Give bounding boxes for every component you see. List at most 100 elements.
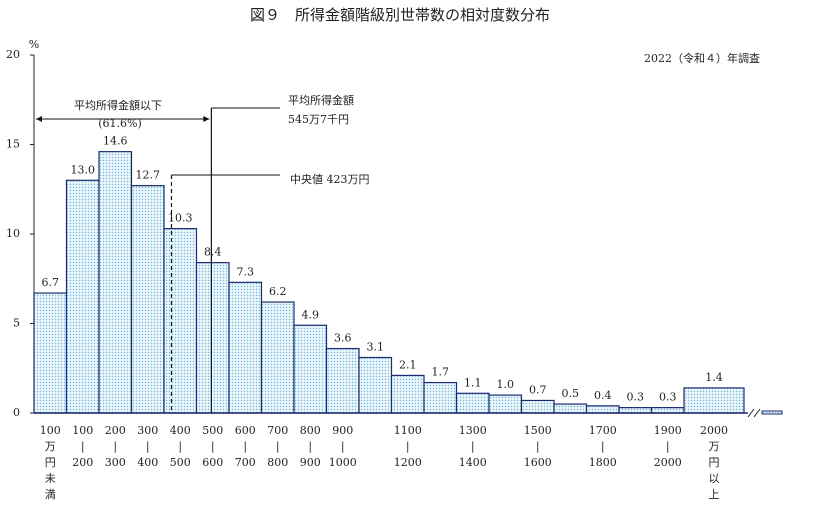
x-tick-label: 1200 <box>394 456 422 469</box>
x-tick-label: | <box>536 440 540 454</box>
x-tick-label: 300 <box>105 456 126 469</box>
x-tick-label: 900 <box>300 456 321 469</box>
axis-tail <box>761 410 783 415</box>
x-tick-label: 1500 <box>524 424 552 437</box>
value-label: 0.4 <box>594 389 612 402</box>
x-tick-label: 900 <box>332 424 353 437</box>
x-tick-label: | <box>243 440 247 454</box>
x-tick-label: 万 <box>709 440 720 453</box>
x-tick-label: | <box>81 440 85 454</box>
value-label: 13.0 <box>71 163 96 176</box>
mean-label: 平均所得金額 <box>288 93 354 107</box>
bar <box>293 324 328 414</box>
x-tick-label: 1700 <box>589 424 617 437</box>
x-tick-label: 上 <box>709 488 720 501</box>
mean-amount: 545万7千円 <box>288 113 349 126</box>
bar <box>163 228 198 414</box>
arrow-head-right <box>203 116 210 122</box>
x-tick-label: 円 <box>45 456 56 469</box>
y-tick-label: 5 <box>13 317 20 330</box>
x-tick-label: 1600 <box>524 456 552 469</box>
x-tick-label: 100 <box>72 424 93 437</box>
x-tick-label: | <box>471 440 475 454</box>
x-tick-label: 200 <box>72 456 93 469</box>
value-label: 3.1 <box>367 341 385 354</box>
value-label: 1.1 <box>464 376 482 389</box>
bar <box>683 387 745 414</box>
arrow-head-left <box>36 116 42 122</box>
x-tick-label: 以 <box>709 472 720 485</box>
chart-title: 図９ 所得金額階級別世帯数の相対度数分布 <box>250 6 550 24</box>
x-tick-label: | <box>178 440 182 454</box>
value-label: 14.6 <box>103 135 128 148</box>
value-label: 1.7 <box>432 366 450 379</box>
y-tick-label: 10 <box>6 227 20 240</box>
x-tick-label: 700 <box>235 456 256 469</box>
x-tick-label: 400 <box>137 456 158 469</box>
bar <box>650 407 685 414</box>
bar <box>488 394 523 414</box>
x-tick-label: 1400 <box>459 456 487 469</box>
y-tick-label: 15 <box>6 138 20 151</box>
below-mean-label: 平均所得金額以下 <box>74 98 162 112</box>
y-tick-label: 0 <box>13 406 20 419</box>
value-label: 2.1 <box>399 358 417 371</box>
bar <box>228 281 263 414</box>
x-tick-label: 万 <box>45 440 56 453</box>
value-label: 0.5 <box>562 387 580 400</box>
x-tick-label: 未 <box>45 472 56 485</box>
value-label: 10.3 <box>168 212 193 225</box>
bar <box>195 262 230 414</box>
bar <box>260 301 295 414</box>
x-tick-label: 円 <box>709 456 720 469</box>
bar <box>65 179 100 414</box>
x-tick-label: 1100 <box>394 424 422 437</box>
bar <box>455 392 490 414</box>
x-tick-label: 600 <box>202 456 223 469</box>
x-tick-label: 800 <box>300 424 321 437</box>
x-tick-label: | <box>276 440 280 454</box>
x-tick-label: 1900 <box>654 424 682 437</box>
value-label: 6.7 <box>42 276 60 289</box>
x-tick-label: | <box>113 440 117 454</box>
x-tick-label: 2000 <box>700 424 728 437</box>
x-tick-label: | <box>406 440 410 454</box>
bar <box>130 185 165 414</box>
bar <box>618 407 653 414</box>
value-label: 3.6 <box>334 332 352 345</box>
x-tick-label: | <box>666 440 670 454</box>
value-label: 0.3 <box>627 391 645 404</box>
x-tick-label: 700 <box>267 424 288 437</box>
bar <box>358 356 393 414</box>
x-tick-label: 800 <box>267 456 288 469</box>
x-tick-label: 100 <box>40 424 61 437</box>
value-label: 8.4 <box>204 246 222 259</box>
y-unit: % <box>29 38 39 51</box>
value-label: 4.9 <box>302 308 320 321</box>
axis-break <box>747 408 761 418</box>
subtitle: 2022（令和４）年調査 <box>644 51 760 65</box>
x-tick-label: 300 <box>137 424 158 437</box>
bar <box>423 381 458 414</box>
bar <box>98 151 133 414</box>
value-label: 0.7 <box>529 383 547 396</box>
value-label: 6.2 <box>269 285 287 298</box>
x-tick-label: 600 <box>235 424 256 437</box>
x-tick-label: 400 <box>170 424 191 437</box>
y-tick-label: 20 <box>6 48 20 61</box>
x-tick-label: | <box>211 440 215 454</box>
x-tick-label: 1800 <box>589 456 617 469</box>
value-label: 1.4 <box>705 371 723 384</box>
x-tick-label: 500 <box>170 456 191 469</box>
value-label: 7.3 <box>237 265 255 278</box>
value-label: 0.3 <box>659 391 677 404</box>
x-tick-label: 200 <box>105 424 126 437</box>
x-tick-label: | <box>308 440 312 454</box>
bar <box>390 374 425 414</box>
median-label: 中央値 423万円 <box>290 173 370 186</box>
x-tick-label: 1300 <box>459 424 487 437</box>
x-tick-label: 満 <box>45 488 56 501</box>
bar <box>33 292 68 414</box>
x-tick-label: 1000 <box>329 456 357 469</box>
